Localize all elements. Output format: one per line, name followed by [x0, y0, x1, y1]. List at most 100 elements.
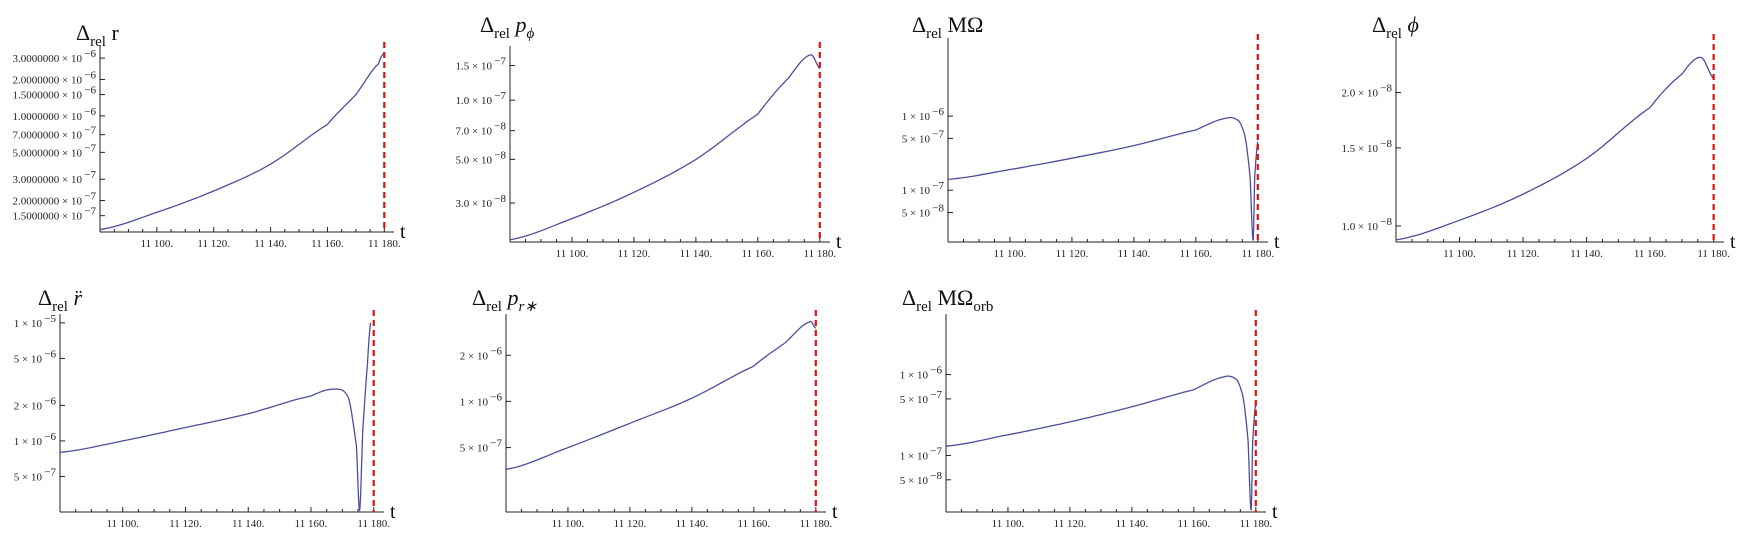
y-tick-exponent: −6: [84, 106, 96, 118]
title-tail: r̈: [68, 285, 83, 310]
x-tick-label: 11 140.: [254, 238, 287, 250]
y-tick-exponent: −7: [494, 90, 506, 102]
x-tick-label: 11 120.: [1054, 518, 1087, 530]
y-tick-exponent: −7: [44, 466, 56, 478]
y-tick-label: 1 × 10: [902, 111, 931, 123]
panel-2: Δrel pϕ 11 100. 11 120. 11 140. 11 160. 11 18…: [456, 12, 842, 260]
y-tick-exponent: −8: [1380, 216, 1392, 228]
y-tick-label: 5 × 10: [902, 133, 931, 145]
x-axis-label: t: [836, 231, 842, 253]
x-tick-label: 11 100.: [552, 518, 585, 530]
y-tick-label: 2.0000000 × 10: [13, 74, 83, 86]
y-tick-exponent: −8: [494, 149, 506, 161]
panel-title: Δrel pϕ: [480, 12, 534, 42]
y-tick-label: 5 × 10: [14, 471, 43, 483]
x-tick-label: 11 140.: [1570, 248, 1603, 260]
x-tick-label: 11 160.: [295, 518, 328, 530]
x-tick-label: 11 140.: [1116, 518, 1149, 530]
x-axis-label: t: [1730, 231, 1736, 253]
x-tick-label: 11 140.: [232, 518, 265, 530]
y-tick-exponent: −6: [84, 85, 96, 97]
title-sub: rel: [90, 34, 106, 50]
title-main: Δ: [38, 285, 52, 310]
y-tick-label: 1.0 × 10: [1342, 221, 1379, 233]
x-tick-label: 11 180.: [1697, 248, 1730, 260]
y-tick-exponent: −7: [930, 389, 942, 401]
data-curve: [945, 375, 1257, 511]
data-curve: [509, 54, 821, 241]
x-tick-label: 11 100.: [556, 248, 589, 260]
panel-1: Δrel r 11 100. 11 120. 11 140. 11 160. 11 180…: [13, 20, 406, 250]
title-tail: p: [510, 12, 527, 37]
x-tick-label: 11 100.: [994, 248, 1027, 260]
y-tick-exponent: −8: [930, 470, 942, 482]
panel-title: Δrel ϕ: [1372, 12, 1419, 42]
y-tick-label: 7.0 × 10: [456, 126, 493, 138]
y-tick-label: 1.5000000 × 10: [13, 211, 83, 223]
y-tick-exponent: −6: [44, 395, 56, 407]
x-tick-label: 11 100.: [141, 238, 174, 250]
x-tick-label: 11 100.: [1443, 248, 1476, 260]
y-tick-label: 1 × 10: [14, 318, 43, 330]
title-sub: rel: [926, 26, 942, 42]
x-axis-label: t: [832, 501, 838, 523]
y-tick-label: 2.0 × 10: [1342, 88, 1379, 100]
x-tick-label: 11 120.: [618, 248, 651, 260]
y-tick-label: 5 × 10: [14, 353, 43, 365]
y-tick-label: 1 × 10: [460, 396, 489, 408]
title-tail: r: [106, 20, 120, 45]
x-tick-label: 11 160.: [1634, 248, 1667, 260]
title-tail: MΩ: [942, 12, 983, 37]
y-tick-label: 5 × 10: [460, 443, 489, 455]
y-tick-exponent: −7: [84, 169, 96, 181]
y-tick-exponent: −6: [490, 345, 502, 357]
y-tick-exponent: −7: [932, 128, 944, 140]
x-tick-label: 11 180.: [368, 238, 401, 250]
x-tick-label: 11 120.: [614, 518, 647, 530]
y-tick-label: 1.5 × 10: [1342, 143, 1379, 155]
title-sub: rel: [1386, 26, 1402, 42]
title-main: Δ: [912, 12, 926, 37]
x-tick-label: 11 100.: [992, 518, 1025, 530]
y-tick-label: 5.0 × 10: [456, 154, 493, 166]
data-curve: [99, 52, 385, 231]
panel-title: Δrel MΩ: [912, 12, 983, 42]
y-tick-exponent: −7: [84, 206, 96, 218]
y-tick-exponent: −7: [84, 125, 96, 137]
panel-7: Δrel MΩorb 11 100. 11 120. 11 140. 11 160. 11…: [900, 285, 1278, 530]
x-tick-label: 11 160.: [311, 238, 344, 250]
x-tick-label: 11 160.: [1180, 248, 1213, 260]
y-tick-label: 5.0000000 × 10: [13, 147, 83, 159]
data-curve: [1395, 56, 1715, 241]
y-tick-exponent: −8: [1380, 83, 1392, 95]
data-curve: [59, 322, 372, 512]
title-main: Δ: [902, 285, 916, 310]
panel-title: Δrel MΩorb: [902, 285, 993, 315]
title-sub: rel: [486, 299, 502, 315]
y-tick-exponent: −8: [1380, 138, 1392, 150]
y-tick-label: 1.0000000 × 10: [13, 111, 83, 123]
x-tick-label: 11 180.: [804, 248, 837, 260]
title-sub: rel: [916, 299, 932, 315]
y-tick-label: 2 × 10: [460, 350, 489, 362]
title-tail-sub: orb: [973, 299, 993, 315]
y-tick-label: 7.0000000 × 10: [13, 130, 83, 142]
y-tick-label: 5 × 10: [900, 475, 929, 487]
y-tick-exponent: −5: [44, 313, 56, 325]
x-axis-label: t: [390, 501, 396, 523]
y-tick-label: 1 × 10: [900, 450, 929, 462]
y-tick-label: 1 × 10: [900, 370, 929, 382]
data-curve: [505, 320, 817, 471]
y-tick-exponent: −8: [932, 203, 944, 215]
title-tail: MΩ: [932, 285, 973, 310]
title-tail-sub: r∗: [518, 299, 537, 315]
panel-6: Δrel pr∗ 11 100. 11 120. 11 140. 11 160. 11 1…: [460, 285, 838, 530]
x-tick-label: 11 160.: [742, 248, 775, 260]
x-tick-label: 11 180.: [1240, 518, 1273, 530]
y-tick-label: 1 × 10: [902, 185, 931, 197]
x-axis-label: t: [400, 221, 406, 243]
panel-5: Δrel r̈ 11 100. 11 120. 11 140. 11 160. 11 18…: [14, 285, 396, 530]
y-tick-label: 2.0000000 × 10: [13, 196, 83, 208]
panel-title: Δrel pr∗: [472, 285, 537, 315]
